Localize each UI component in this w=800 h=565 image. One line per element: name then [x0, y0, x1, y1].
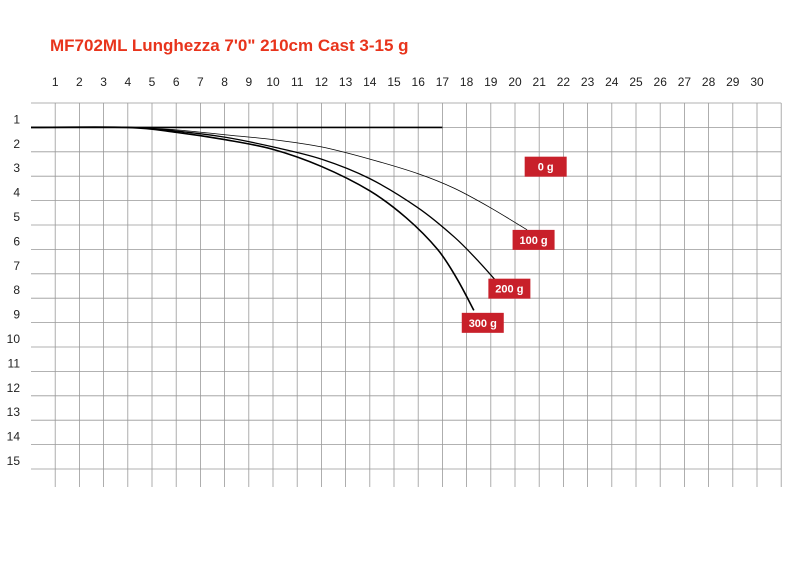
- load-label-text: 300 g: [469, 318, 497, 330]
- x-tick-label: 10: [266, 75, 280, 89]
- y-tick-label: 10: [7, 332, 21, 346]
- load-label-text: 200 g: [495, 284, 523, 296]
- x-tick-label: 6: [173, 75, 180, 89]
- x-tick-label: 15: [387, 75, 401, 89]
- x-tick-label: 12: [315, 75, 329, 89]
- x-tick-label: 5: [149, 75, 156, 89]
- load-label-bg: [461, 312, 504, 333]
- load-label-bg: [512, 229, 555, 250]
- x-tick-label: 20: [508, 75, 522, 89]
- x-tick-label: 27: [678, 75, 692, 89]
- x-tick-label: 16: [412, 75, 426, 89]
- load-label: 0 g: [524, 156, 567, 177]
- curve-100g: [30, 126, 528, 231]
- x-tick-label: 8: [221, 75, 228, 89]
- x-tick-label: 11: [291, 75, 304, 89]
- y-tick-label: 8: [13, 283, 20, 297]
- y-tick-label: 4: [13, 186, 20, 200]
- curves: [30, 126, 528, 311]
- curve-200g: [30, 126, 501, 287]
- x-tick-label: 22: [557, 75, 571, 89]
- load-label: 100 g: [512, 229, 555, 250]
- y-tick-label: 15: [7, 454, 21, 468]
- x-tick-label: 4: [124, 75, 131, 89]
- load-label-text: 100 g: [520, 235, 548, 247]
- x-tick-label: 19: [484, 75, 498, 89]
- x-tick-label: 7: [197, 75, 204, 89]
- x-tick-label: 25: [629, 75, 643, 89]
- load-label-text: 0 g: [538, 162, 554, 174]
- y-tick-label: 2: [13, 137, 20, 151]
- x-tick-label: 9: [245, 75, 252, 89]
- x-tick-label: 14: [363, 75, 377, 89]
- y-tick-label: 11: [8, 356, 21, 370]
- y-tick-label: 7: [13, 259, 20, 273]
- y-tick-label: 13: [7, 405, 21, 419]
- load-label: 200 g: [488, 278, 531, 299]
- load-label: 300 g: [461, 312, 504, 333]
- x-tick-label: 2: [76, 75, 83, 89]
- y-tick-label: 9: [13, 308, 20, 322]
- x-tick-label: 23: [581, 75, 595, 89]
- chart-title: MF702ML Lunghezza 7'0" 210cm Cast 3-15 g: [50, 36, 409, 55]
- y-tick-label: 3: [13, 161, 20, 175]
- load-labels: 0 g 100 g 200 g 300 g: [461, 156, 567, 333]
- x-tick-label: 30: [750, 75, 764, 89]
- y-tick-label: 5: [13, 210, 20, 224]
- load-label-bg: [488, 278, 531, 299]
- x-tick-label: 28: [702, 75, 716, 89]
- y-tick-label: 1: [13, 112, 20, 126]
- load-label-bg: [524, 156, 567, 177]
- x-tick-label: 17: [436, 75, 450, 89]
- x-tick-label: 18: [460, 75, 474, 89]
- x-tick-label: 21: [533, 75, 547, 89]
- grid: [31, 102, 782, 487]
- curve-300g: [30, 126, 475, 311]
- x-axis-ticks: 1 2 3 4 5 6 7 8 9 10 11 12 13 14 15 16 17 18 19 20 21 22 23 24 2…: [52, 75, 764, 89]
- x-tick-label: 24: [605, 75, 619, 89]
- x-tick-label: 1: [52, 75, 59, 89]
- y-tick-label: 14: [7, 430, 21, 444]
- x-tick-label: 3: [100, 75, 107, 89]
- x-tick-label: 26: [654, 75, 668, 89]
- x-tick-label: 29: [726, 75, 740, 89]
- y-tick-label: 12: [7, 381, 21, 395]
- x-tick-label: 13: [339, 75, 353, 89]
- y-tick-label: 6: [13, 234, 20, 248]
